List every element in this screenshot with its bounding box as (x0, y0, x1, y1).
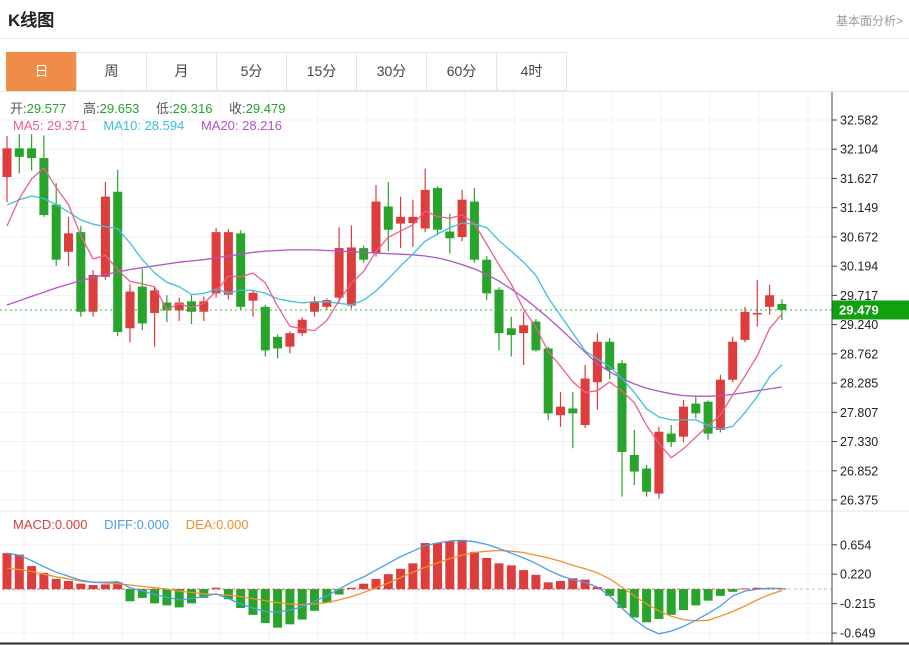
svg-text:27.330: 27.330 (840, 435, 878, 449)
ma5-label: MA5: (13, 118, 44, 133)
page-title: K线图 (8, 11, 55, 30)
svg-text:0.654: 0.654 (840, 538, 871, 552)
low-value: 29.316 (172, 101, 213, 116)
high-label: 高: (83, 101, 100, 116)
tab-month[interactable]: 月 (146, 52, 217, 91)
close-value: 29.479 (245, 101, 286, 116)
tab-30min[interactable]: 30分 (356, 52, 427, 91)
svg-text:-0.649: -0.649 (840, 627, 875, 641)
close-label: 收: (229, 101, 246, 116)
macd-panel (2, 539, 832, 635)
ma20-label: MA20: (200, 118, 239, 133)
tab-week[interactable]: 周 (76, 52, 147, 91)
svg-text:29.717: 29.717 (840, 289, 878, 303)
ohlc-legend: 开:29.577 高:29.653 低:29.316 收:29.479 (10, 98, 298, 117)
interval-tabbar: 日周月 5分 15分 30分 60分 4时 (6, 52, 567, 91)
tab-5min[interactable]: 5分 (216, 52, 287, 91)
svg-text:26.375: 26.375 (840, 494, 878, 508)
svg-text:0.220: 0.220 (840, 568, 871, 582)
svg-text:26.852: 26.852 (840, 464, 878, 478)
tab-60min[interactable]: 60分 (426, 52, 497, 91)
svg-text:32.104: 32.104 (840, 143, 878, 157)
high-value: 29.653 (99, 101, 140, 116)
tab-15min[interactable]: 15分 (286, 52, 357, 91)
svg-text:29.240: 29.240 (840, 318, 878, 332)
diff-label: DIFF: (104, 517, 137, 532)
svg-text:32.582: 32.582 (840, 114, 878, 128)
svg-text:31.149: 31.149 (840, 201, 878, 215)
dea-value: 0.000 (216, 517, 249, 532)
header-divider (0, 38, 909, 39)
svg-text:-0.215: -0.215 (840, 597, 875, 611)
svg-text:31.627: 31.627 (840, 172, 878, 186)
tab-4hour[interactable]: 4时 (496, 52, 567, 91)
svg-text:30.194: 30.194 (840, 260, 878, 274)
chart-top-border (0, 91, 909, 92)
price-axis: 32.582 32.104 31.627 31.149 30.672 30.194 29.7… (831, 92, 878, 644)
ma-legend: MA5: 29.371 MA10: 28.594 MA20: 28.216 (13, 118, 295, 133)
svg-text:30.672: 30.672 (840, 230, 878, 244)
tab-day[interactable]: 日 (6, 52, 77, 91)
macd-label: MACD: (13, 517, 55, 532)
macd-legend: MACD:0.000 DIFF:0.000 DEA:0.000 (13, 517, 262, 532)
fundamental-analysis-link[interactable]: 基本面分析> (835, 14, 903, 28)
gridlines (0, 92, 909, 644)
ma10-value: 28.594 (144, 118, 185, 133)
ma5-value: 29.371 (46, 118, 87, 133)
svg-text:27.807: 27.807 (840, 406, 878, 420)
low-label: 低: (156, 101, 173, 116)
ma-lines (6, 166, 783, 459)
current-price-badge: 29.479 (832, 300, 909, 320)
kline-chart[interactable]: 32.582 32.104 31.627 31.149 30.672 30.194 29.7… (0, 92, 909, 646)
ma20-value: 28.216 (242, 118, 282, 133)
open-value: 29.577 (26, 101, 67, 116)
open-label: 开: (10, 101, 27, 116)
svg-text:29.479: 29.479 (839, 302, 879, 317)
macd-value: 0.000 (54, 517, 88, 532)
dea-label: DEA: (185, 517, 217, 532)
ma10-label: MA10: (103, 118, 141, 133)
svg-text:28.285: 28.285 (840, 377, 878, 391)
candles (2, 134, 787, 499)
svg-text:28.762: 28.762 (840, 347, 878, 361)
diff-value: 0.000 (136, 517, 170, 532)
